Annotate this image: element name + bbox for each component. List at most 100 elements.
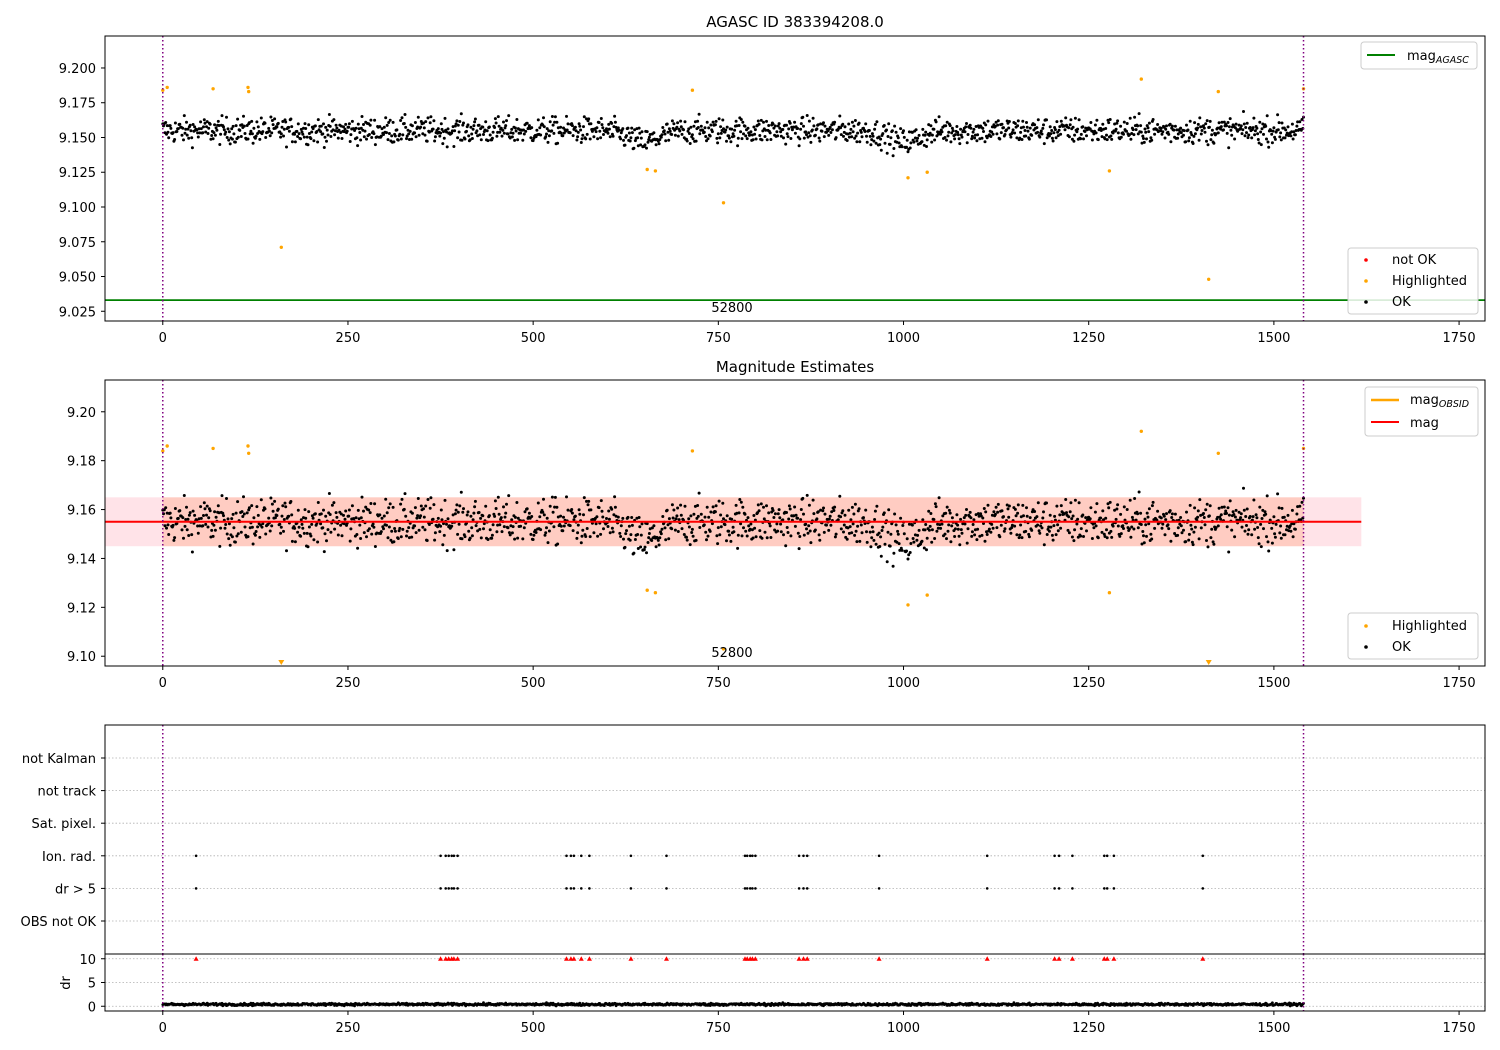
ok-point	[1188, 503, 1192, 507]
ok-point	[220, 494, 224, 498]
ok-point	[881, 132, 885, 136]
ok-point	[925, 548, 928, 552]
ok-point	[1168, 122, 1172, 126]
ok-point	[310, 514, 314, 518]
ok-point	[416, 115, 420, 119]
ok-point	[440, 127, 444, 131]
x-tick-label: 1750	[1443, 676, 1476, 691]
ok-point	[396, 138, 400, 142]
ok-point	[719, 131, 723, 135]
ok-point	[773, 512, 777, 516]
ok-point	[709, 510, 713, 514]
ok-point	[875, 504, 879, 508]
ok-point	[185, 120, 188, 124]
ok-point	[600, 509, 604, 513]
ok-point	[785, 526, 789, 529]
ok-point	[363, 129, 367, 133]
ok-point	[599, 499, 603, 503]
ok-point	[1222, 505, 1226, 509]
ok-point	[1192, 134, 1196, 138]
ok-point	[1069, 501, 1073, 505]
ok-point	[1066, 528, 1070, 532]
ok-point	[532, 533, 536, 537]
ok-point	[362, 135, 366, 139]
ok-point	[665, 122, 669, 126]
ok-point	[1070, 517, 1074, 521]
ok-point	[949, 140, 953, 144]
ok-point	[854, 134, 858, 138]
ok-point	[1190, 133, 1194, 137]
ok-point	[1119, 532, 1123, 536]
ok-point	[541, 510, 545, 514]
panel-agasc-plot-area	[105, 36, 1485, 321]
ok-point	[850, 135, 854, 139]
ok-point	[267, 516, 271, 520]
ok-point	[1113, 122, 1117, 126]
ok-point	[304, 516, 308, 520]
ok-point	[1233, 515, 1237, 519]
ok-point	[559, 131, 563, 135]
ok-point	[594, 522, 598, 526]
ok-point	[213, 510, 217, 514]
ok-point	[367, 508, 371, 512]
ok-point	[973, 136, 977, 140]
ok-point	[779, 134, 783, 138]
ok-point	[527, 511, 531, 515]
ok-point	[859, 130, 863, 134]
ok-point	[786, 135, 790, 139]
ok-point	[592, 531, 596, 535]
ok-point	[809, 140, 813, 144]
ok-point	[1290, 130, 1294, 134]
ok-point	[977, 514, 981, 518]
ok-point	[596, 137, 600, 141]
ok-point	[555, 120, 559, 124]
ok-point	[1095, 502, 1099, 506]
ok-point	[928, 524, 932, 528]
ok-point	[240, 123, 244, 127]
ok-point	[670, 119, 674, 123]
flag-point	[1071, 887, 1074, 890]
ok-point	[1133, 497, 1137, 500]
ok-point	[760, 536, 764, 540]
ok-point	[765, 119, 768, 123]
ok-point	[1239, 124, 1243, 128]
ok-point	[163, 524, 167, 528]
ok-point	[605, 517, 608, 520]
ok-point	[771, 509, 775, 512]
ok-point	[885, 560, 889, 564]
ok-point	[1042, 142, 1046, 146]
ok-point	[713, 123, 717, 127]
ok-point	[966, 527, 970, 531]
ok-point	[708, 134, 712, 138]
ok-point	[980, 533, 984, 537]
ok-point	[793, 505, 797, 509]
ok-point	[398, 132, 402, 136]
ok-point	[870, 525, 874, 529]
ok-point	[987, 527, 991, 531]
ok-point	[1015, 533, 1019, 537]
ok-point	[550, 129, 554, 133]
ok-point	[380, 516, 384, 520]
ok-point	[166, 130, 170, 134]
ok-point	[180, 133, 184, 137]
ok-point	[1050, 136, 1054, 140]
ok-point	[1002, 515, 1005, 519]
ok-point	[290, 140, 294, 144]
ok-point	[1237, 510, 1241, 514]
ok-point	[1025, 514, 1029, 518]
ok-point	[972, 518, 976, 522]
ok-point	[202, 501, 206, 505]
ok-point	[1193, 121, 1197, 125]
ok-point	[801, 115, 805, 119]
ok-point	[787, 504, 791, 508]
ok-point	[1259, 522, 1263, 526]
ok-point	[697, 112, 701, 116]
ok-point	[937, 115, 941, 119]
highlighted-point	[1139, 77, 1144, 81]
ok-point	[289, 500, 293, 503]
ok-point	[463, 535, 467, 539]
ok-point	[335, 515, 339, 519]
ok-point	[877, 531, 881, 535]
ok-point	[1202, 516, 1206, 519]
ok-point	[658, 536, 662, 540]
